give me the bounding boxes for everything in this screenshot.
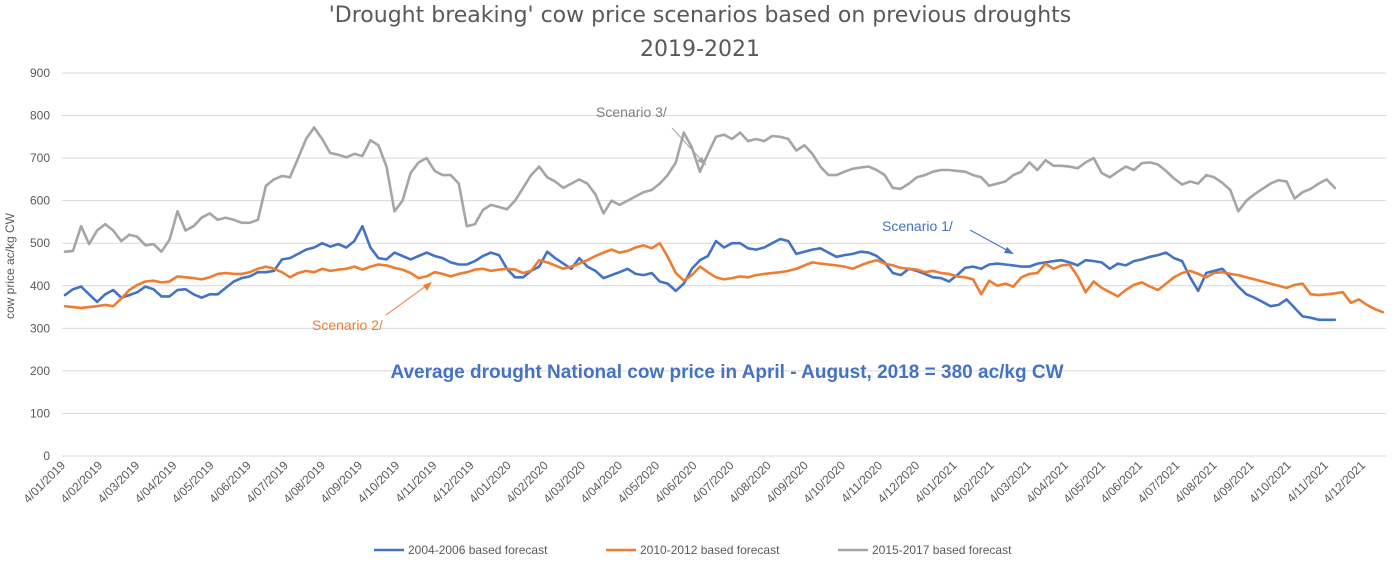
y-tick-label: 100 [30, 406, 50, 420]
series-line-2 [63, 241, 1385, 314]
gridlines [62, 72, 1386, 457]
y-tick-label: 800 [30, 109, 50, 123]
annotation-scenario-3: Scenario 3/ [596, 104, 667, 120]
chart-subtitle: 2019-2021 [640, 37, 760, 62]
series-line-1 [63, 224, 1337, 322]
legend-entry: 2015-2017 based forecast [872, 543, 1012, 557]
annotation-scenario-2: Scenario 2/ [312, 317, 383, 333]
y-tick-label: 600 [30, 194, 50, 208]
annotation-arrow-scenario-1 [969, 229, 1013, 254]
y-tick-label: 500 [30, 236, 50, 250]
y-tick-label: 0 [43, 449, 50, 463]
annotations: Scenario 3/ Scenario 1/ Scenario 2/ Aver… [312, 104, 1064, 383]
x-tick-labels: 4/01/20194/02/20194/03/20194/04/20194/05… [20, 458, 1368, 506]
annotation-average-price: Average drought National cow price in Ap… [390, 362, 1063, 383]
annotation-arrowhead-scenario-3 [697, 157, 706, 165]
annotation-arrowhead-scenario-1 [1004, 247, 1014, 254]
y-axis-label: cow price ac/kg CW [3, 212, 17, 319]
legend-entry: 2004-2006 based forecast [408, 543, 548, 557]
series-lines [63, 126, 1385, 322]
y-tick-label: 900 [30, 66, 50, 80]
legend-entry: 2010-2012 based forecast [640, 543, 780, 557]
y-tick-label: 200 [30, 364, 50, 378]
y-tick-label: 700 [30, 151, 50, 165]
legend: 2004-2006 based forecast 2010-2012 based … [374, 543, 1012, 557]
annotation-arrowhead-scenario-2 [423, 282, 432, 291]
annotation-scenario-1: Scenario 1/ [882, 218, 953, 234]
y-tick-labels: 0 100 200 300 400 500 600 700 800 900 [30, 66, 50, 463]
y-tick-label: 300 [30, 321, 50, 335]
chart-title: 'Drought breaking' cow price scenarios b… [329, 3, 1071, 28]
annotation-arrow-scenario-2 [385, 282, 431, 316]
y-tick-label: 400 [30, 279, 50, 293]
series-line-3 [63, 126, 1337, 253]
